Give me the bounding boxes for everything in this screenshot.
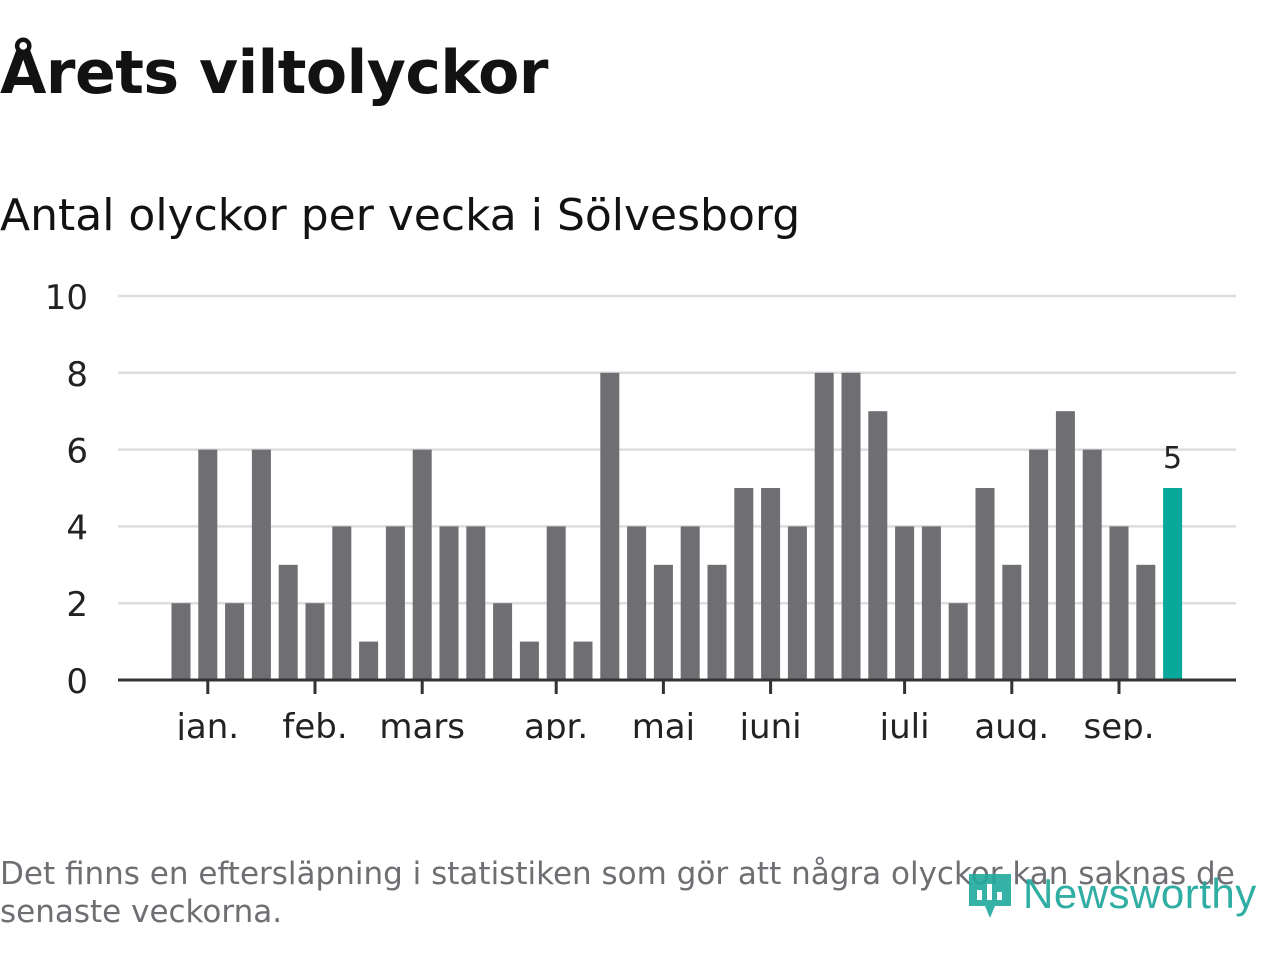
bar	[600, 372, 620, 680]
bar	[1109, 526, 1129, 680]
x-tick-label: sep.	[1083, 707, 1154, 740]
footnote: Det finns en eftersläpning i statistiken…	[0, 856, 1235, 930]
bars	[171, 372, 1183, 680]
data-label: 5	[1163, 441, 1182, 476]
bar	[761, 488, 781, 680]
bar	[251, 449, 271, 680]
bar	[1082, 449, 1102, 680]
x-tick-label: apr.	[524, 707, 588, 740]
bar	[385, 526, 405, 680]
bar	[734, 488, 754, 680]
y-tick-label: 10	[45, 278, 88, 318]
bar	[975, 488, 995, 680]
newsworthy-logo-icon	[969, 874, 1011, 918]
bar	[787, 526, 807, 680]
x-axis: jan. feb. mars apr. maj juni juli aug. sep.	[118, 678, 1236, 740]
bar	[332, 526, 352, 680]
x-tick-label: juni	[739, 707, 802, 740]
bar	[439, 526, 459, 680]
x-tick-label: juli	[879, 707, 930, 740]
y-tick-label: 0	[66, 662, 88, 702]
y-tick-label: 6	[66, 432, 88, 472]
bar	[359, 641, 379, 680]
bar	[653, 564, 673, 680]
bar	[171, 603, 191, 680]
bar	[305, 603, 325, 680]
x-tick-label: mars	[379, 707, 465, 740]
x-tick-label: jan.	[175, 707, 239, 740]
bar	[1136, 564, 1156, 680]
bar	[198, 449, 218, 680]
bar-highlight	[1163, 488, 1183, 680]
chart-title: Årets viltolyckor	[0, 38, 549, 108]
chart-subtitle: Antal olyckor per vecka i Sölvesborg	[0, 190, 801, 241]
x-tick-label: feb.	[282, 707, 347, 740]
gridlines	[118, 294, 1236, 605]
bar	[627, 526, 647, 680]
bar	[868, 411, 888, 680]
bar	[680, 526, 700, 680]
y-tick-label: 2	[66, 585, 88, 625]
bar	[225, 603, 245, 680]
bar	[493, 603, 513, 680]
newsworthy-logo: Newsworthy	[965, 862, 1257, 926]
brand-name: Newsworthy	[1023, 870, 1257, 917]
data-labels: 5	[1163, 441, 1182, 476]
bar-chart: 0 2 4 6 8 10 jan. feb. mars apr. maj juni juli aug. s…	[45, 278, 1236, 740]
bar	[948, 603, 968, 680]
bar	[1002, 564, 1022, 680]
y-tick-label: 4	[66, 508, 88, 548]
bar	[278, 564, 298, 680]
y-tick-label: 8	[66, 355, 88, 395]
bar	[1029, 449, 1049, 680]
bar	[1055, 411, 1075, 680]
x-tick-label: aug.	[974, 707, 1049, 740]
x-tick-label: maj	[632, 707, 695, 740]
bar	[573, 641, 593, 680]
bar	[412, 449, 432, 680]
bar	[921, 526, 941, 680]
bar	[841, 372, 861, 680]
bar	[895, 526, 915, 680]
bar	[466, 526, 486, 680]
bar	[519, 641, 539, 680]
bar	[707, 564, 727, 680]
y-axis: 0 2 4 6 8 10	[45, 278, 88, 702]
bar	[814, 372, 834, 680]
bar	[546, 526, 566, 680]
